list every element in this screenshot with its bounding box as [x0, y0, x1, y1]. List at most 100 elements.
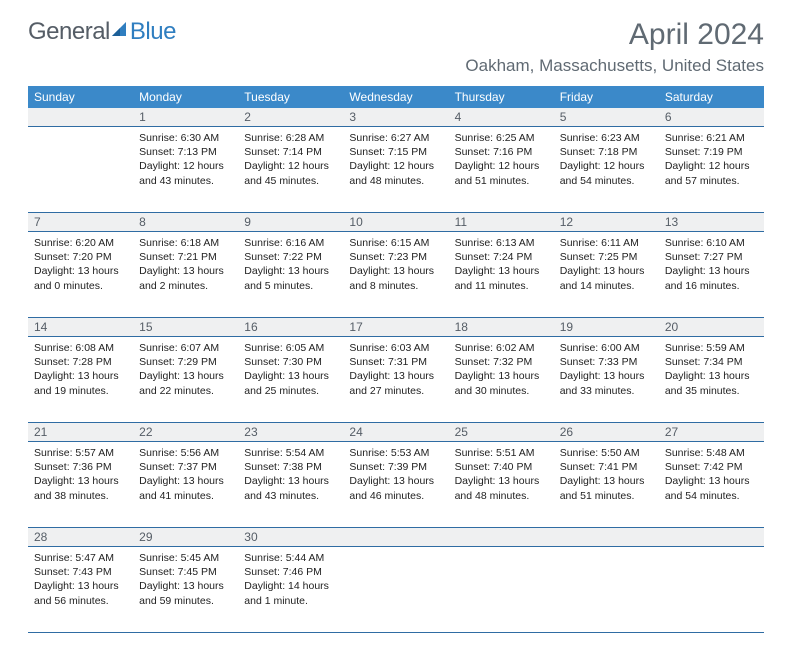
daylight-line1: Daylight: 13 hours — [665, 264, 758, 278]
day-number: 1 — [133, 108, 238, 127]
daylight-line1: Daylight: 13 hours — [244, 474, 337, 488]
day-cell: Sunrise: 5:59 AMSunset: 7:34 PMDaylight:… — [659, 337, 764, 423]
day-cell — [554, 547, 659, 633]
daylight-line1: Daylight: 13 hours — [139, 264, 232, 278]
brand-logo: General Blue — [28, 18, 176, 46]
week-number-row: 78910111213 — [28, 213, 764, 232]
sunrise-text: Sunrise: 5:53 AM — [349, 446, 442, 460]
day-number: 6 — [659, 108, 764, 127]
sunrise-text: Sunrise: 6:03 AM — [349, 341, 442, 355]
daylight-line1: Daylight: 12 hours — [139, 159, 232, 173]
day-number: 2 — [238, 108, 343, 127]
daylight-line2: and 16 minutes. — [665, 279, 758, 293]
sunset-text: Sunset: 7:19 PM — [665, 145, 758, 159]
daylight-line2: and 54 minutes. — [665, 489, 758, 503]
daylight-line2: and 45 minutes. — [244, 174, 337, 188]
daylight-line1: Daylight: 13 hours — [139, 474, 232, 488]
sunset-text: Sunset: 7:23 PM — [349, 250, 442, 264]
sunrise-text: Sunrise: 6:21 AM — [665, 131, 758, 145]
day-cell: Sunrise: 5:44 AMSunset: 7:46 PMDaylight:… — [238, 547, 343, 633]
daylight-line2: and 41 minutes. — [139, 489, 232, 503]
sunrise-text: Sunrise: 6:13 AM — [455, 236, 548, 250]
day-number: 7 — [28, 213, 133, 232]
day-cell: Sunrise: 5:56 AMSunset: 7:37 PMDaylight:… — [133, 442, 238, 528]
daylight-line2: and 56 minutes. — [34, 594, 127, 608]
day-number: 4 — [449, 108, 554, 127]
day-number — [449, 528, 554, 547]
daylight-line2: and 35 minutes. — [665, 384, 758, 398]
daylight-line1: Daylight: 13 hours — [349, 264, 442, 278]
day-number: 27 — [659, 423, 764, 442]
sunrise-text: Sunrise: 6:05 AM — [244, 341, 337, 355]
dayheader-thu: Thursday — [449, 86, 554, 108]
day-number: 15 — [133, 318, 238, 337]
day-cell: Sunrise: 6:05 AMSunset: 7:30 PMDaylight:… — [238, 337, 343, 423]
day-number: 24 — [343, 423, 448, 442]
day-cell: Sunrise: 6:08 AMSunset: 7:28 PMDaylight:… — [28, 337, 133, 423]
day-number: 18 — [449, 318, 554, 337]
daylight-line2: and 46 minutes. — [349, 489, 442, 503]
day-cell: Sunrise: 5:51 AMSunset: 7:40 PMDaylight:… — [449, 442, 554, 528]
daylight-line2: and 57 minutes. — [665, 174, 758, 188]
daylight-line2: and 54 minutes. — [560, 174, 653, 188]
daylight-line1: Daylight: 12 hours — [349, 159, 442, 173]
daylight-line2: and 48 minutes. — [349, 174, 442, 188]
brand-sail-icon — [110, 20, 130, 45]
day-number: 28 — [28, 528, 133, 547]
daylight-line2: and 14 minutes. — [560, 279, 653, 293]
calendar-table: Sunday Monday Tuesday Wednesday Thursday… — [28, 86, 764, 633]
sunset-text: Sunset: 7:24 PM — [455, 250, 548, 264]
daylight-line1: Daylight: 13 hours — [34, 264, 127, 278]
day-cell: Sunrise: 6:13 AMSunset: 7:24 PMDaylight:… — [449, 232, 554, 318]
day-cell — [449, 547, 554, 633]
sunrise-text: Sunrise: 6:07 AM — [139, 341, 232, 355]
sunrise-text: Sunrise: 6:20 AM — [34, 236, 127, 250]
sunset-text: Sunset: 7:22 PM — [244, 250, 337, 264]
daylight-line2: and 43 minutes. — [139, 174, 232, 188]
sunset-text: Sunset: 7:43 PM — [34, 565, 127, 579]
day-cell: Sunrise: 6:10 AMSunset: 7:27 PMDaylight:… — [659, 232, 764, 318]
daylight-line1: Daylight: 12 hours — [560, 159, 653, 173]
day-number: 10 — [343, 213, 448, 232]
daylight-line1: Daylight: 14 hours — [244, 579, 337, 593]
daylight-line1: Daylight: 13 hours — [560, 264, 653, 278]
dayheader-sat: Saturday — [659, 86, 764, 108]
day-header-row: Sunday Monday Tuesday Wednesday Thursday… — [28, 86, 764, 108]
day-number: 3 — [343, 108, 448, 127]
day-number: 9 — [238, 213, 343, 232]
daylight-line1: Daylight: 13 hours — [560, 474, 653, 488]
sunset-text: Sunset: 7:28 PM — [34, 355, 127, 369]
sunset-text: Sunset: 7:36 PM — [34, 460, 127, 474]
sunrise-text: Sunrise: 6:15 AM — [349, 236, 442, 250]
page-title: April 2024 — [629, 18, 764, 52]
sunset-text: Sunset: 7:38 PM — [244, 460, 337, 474]
daylight-line2: and 38 minutes. — [34, 489, 127, 503]
sunset-text: Sunset: 7:31 PM — [349, 355, 442, 369]
daylight-line1: Daylight: 13 hours — [139, 579, 232, 593]
daylight-line1: Daylight: 12 hours — [665, 159, 758, 173]
sunset-text: Sunset: 7:25 PM — [560, 250, 653, 264]
daylight-line1: Daylight: 13 hours — [665, 369, 758, 383]
daylight-line1: Daylight: 13 hours — [139, 369, 232, 383]
daylight-line2: and 1 minute. — [244, 594, 337, 608]
daylight-line1: Daylight: 13 hours — [349, 474, 442, 488]
daylight-line1: Daylight: 12 hours — [455, 159, 548, 173]
day-cell: Sunrise: 6:02 AMSunset: 7:32 PMDaylight:… — [449, 337, 554, 423]
day-cell: Sunrise: 6:25 AMSunset: 7:16 PMDaylight:… — [449, 127, 554, 213]
sunset-text: Sunset: 7:34 PM — [665, 355, 758, 369]
sunrise-text: Sunrise: 5:59 AM — [665, 341, 758, 355]
week-content-row: Sunrise: 6:30 AMSunset: 7:13 PMDaylight:… — [28, 127, 764, 213]
sunset-text: Sunset: 7:29 PM — [139, 355, 232, 369]
week-content-row: Sunrise: 6:20 AMSunset: 7:20 PMDaylight:… — [28, 232, 764, 318]
sunset-text: Sunset: 7:20 PM — [34, 250, 127, 264]
day-cell: Sunrise: 6:11 AMSunset: 7:25 PMDaylight:… — [554, 232, 659, 318]
sunrise-text: Sunrise: 5:51 AM — [455, 446, 548, 460]
daylight-line2: and 22 minutes. — [139, 384, 232, 398]
day-cell: Sunrise: 5:53 AMSunset: 7:39 PMDaylight:… — [343, 442, 448, 528]
sunrise-text: Sunrise: 5:44 AM — [244, 551, 337, 565]
sunrise-text: Sunrise: 6:18 AM — [139, 236, 232, 250]
sunrise-text: Sunrise: 5:50 AM — [560, 446, 653, 460]
day-number: 11 — [449, 213, 554, 232]
sunrise-text: Sunrise: 5:57 AM — [34, 446, 127, 460]
daylight-line2: and 5 minutes. — [244, 279, 337, 293]
